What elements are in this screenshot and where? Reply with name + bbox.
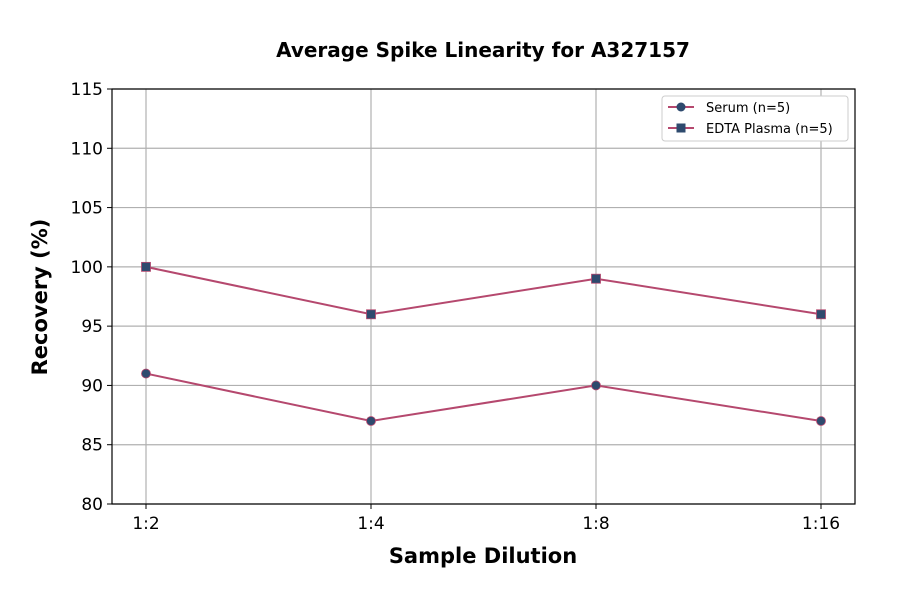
y-tick-label: 105 [71, 199, 103, 219]
legend: Serum (n=5) EDTA Plasma (n=5) [661, 95, 849, 142]
x-tick-label: 1:16 [802, 514, 840, 534]
data-point [591, 380, 601, 391]
data-point [366, 309, 376, 320]
legend-marker-square [676, 123, 686, 133]
x-tick-label: 1:4 [357, 514, 384, 534]
chart-title: Average Spike Linearity for A327157 [276, 38, 690, 62]
y-tick-label: 110 [71, 139, 103, 159]
data-point [141, 368, 151, 379]
data-point [141, 261, 151, 272]
legend-marker-circle [676, 102, 686, 112]
y-tick-label: 95 [81, 317, 103, 337]
y-axis-label: Recovery (%) [28, 219, 52, 376]
y-tick-label: 80 [81, 495, 103, 515]
y-tick-label: 115 [71, 80, 103, 100]
y-tick-label: 85 [81, 436, 103, 456]
x-axis-label: Sample Dilution [389, 544, 577, 568]
series-line-1 [145, 265, 822, 316]
data-point [591, 273, 601, 284]
data-point [366, 416, 376, 426]
data-point [816, 309, 826, 320]
x-tick-label: 1:8 [582, 514, 609, 534]
plot-frame [111, 88, 856, 505]
legend-label: Serum (n=5) [706, 101, 790, 116]
series-line-0 [145, 372, 822, 423]
y-tick-label: 90 [81, 376, 103, 396]
data-point [816, 416, 826, 426]
legend-label: EDTA Plasma (n=5) [706, 122, 833, 137]
y-tick-label: 100 [71, 258, 103, 278]
x-tick-label: 1:2 [132, 514, 159, 534]
legend-box [661, 95, 849, 142]
